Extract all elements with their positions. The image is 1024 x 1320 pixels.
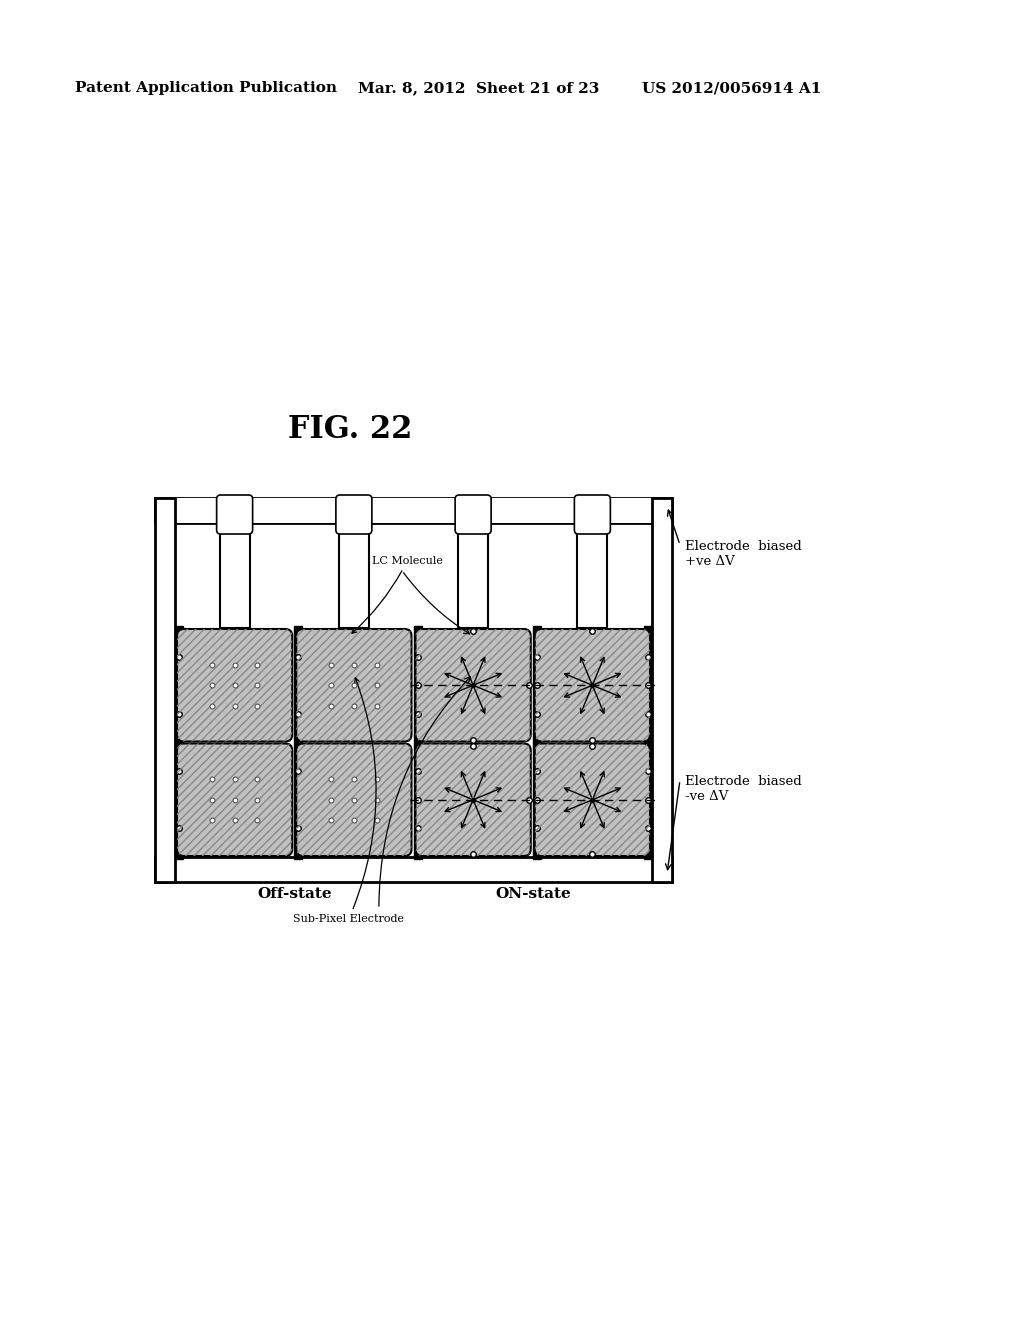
FancyBboxPatch shape <box>416 630 530 742</box>
FancyBboxPatch shape <box>574 495 610 535</box>
Text: Mar. 8, 2012  Sheet 21 of 23: Mar. 8, 2012 Sheet 21 of 23 <box>358 81 599 95</box>
Text: Electrode  biased
+ve ΔV: Electrode biased +ve ΔV <box>685 540 802 568</box>
Text: ON-state: ON-state <box>495 887 570 902</box>
Bar <box>414 626 422 859</box>
Text: Electrode  biased
-ve ΔV: Electrode biased -ve ΔV <box>685 775 802 803</box>
FancyBboxPatch shape <box>455 495 492 535</box>
FancyBboxPatch shape <box>177 630 292 742</box>
Bar <box>155 857 672 882</box>
Text: US 2012/0056914 A1: US 2012/0056914 A1 <box>642 81 821 95</box>
FancyBboxPatch shape <box>336 495 372 535</box>
Text: Sub-Pixel Electrode: Sub-Pixel Electrode <box>293 677 404 924</box>
FancyBboxPatch shape <box>217 495 253 535</box>
Bar <box>644 626 652 859</box>
Bar <box>532 626 541 859</box>
FancyBboxPatch shape <box>535 630 650 742</box>
Bar <box>155 498 672 523</box>
Bar <box>219 523 250 628</box>
FancyBboxPatch shape <box>296 743 412 855</box>
FancyBboxPatch shape <box>296 630 412 742</box>
FancyBboxPatch shape <box>535 743 650 855</box>
Bar <box>294 626 302 859</box>
Bar <box>652 498 672 882</box>
Text: Off-state: Off-state <box>257 887 332 902</box>
FancyBboxPatch shape <box>416 743 530 855</box>
Bar <box>339 523 369 628</box>
Bar <box>155 498 175 882</box>
FancyBboxPatch shape <box>177 743 292 855</box>
Text: LC Molecule: LC Molecule <box>352 556 442 634</box>
Bar <box>458 523 488 628</box>
Text: FIG. 22: FIG. 22 <box>288 414 413 446</box>
Bar <box>155 498 672 523</box>
Text: Patent Application Publication: Patent Application Publication <box>75 81 337 95</box>
Bar <box>175 626 183 859</box>
Bar <box>578 523 607 628</box>
